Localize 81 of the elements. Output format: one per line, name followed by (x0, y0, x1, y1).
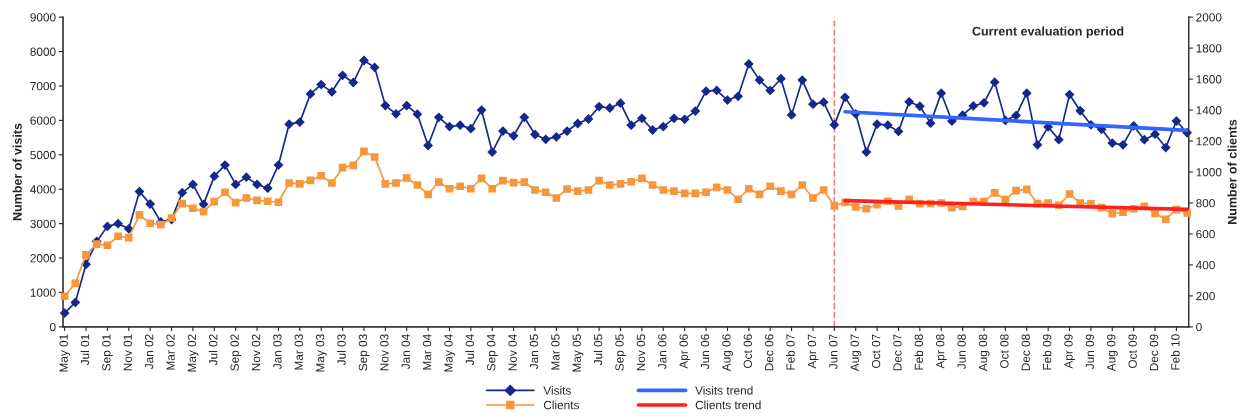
x-tick-label: Apr 08 (936, 334, 947, 369)
y-tick-label: 3000 (30, 219, 56, 229)
x-tick-label: Sep 03 (358, 334, 370, 371)
x-tick-label: Nov 03 (380, 334, 389, 371)
x-tick-label: May 05 (572, 334, 584, 372)
x-tick-label: Jun 08 (957, 334, 966, 370)
x-tick-label: Feb 07 (786, 334, 795, 370)
y2-tick-label: 0 (1196, 322, 1202, 332)
y2-tick-label: 1000 (1196, 168, 1222, 177)
y-tick-label: 5000 (30, 150, 56, 160)
y-tick-label: 7000 (30, 82, 56, 91)
x-tick-label: Aug 06 (722, 334, 733, 372)
x-tick-label: Nov 02 (251, 334, 261, 371)
y-tick-label: 9000 (30, 13, 56, 22)
x-tick-label: Apr 06 (679, 334, 691, 369)
x-tick-label: Jul 04 (465, 334, 475, 366)
x-tick-label: Dec 06 (765, 334, 774, 371)
x-tick-label: Mar 04 (422, 334, 432, 370)
x-tick-label: Jul 01 (80, 334, 90, 366)
x-tick-label: Dec 09 (1149, 334, 1159, 371)
x-tick-label: Sep 04 (487, 334, 498, 371)
y-tick-label: 1000 (30, 288, 56, 297)
x-tick-label: Sep 05 (615, 334, 627, 371)
x-tick-label: Sep 01 (102, 334, 113, 371)
y-tick-label: 8000 (30, 47, 56, 56)
x-tick-label: Dec 08 (1021, 334, 1030, 371)
x-tick-label: Jun 06 (700, 334, 710, 370)
x-tick-label: Sep 02 (230, 334, 242, 371)
x-tick-label: Nov 04 (508, 334, 517, 371)
y-axis-title: Number of visits (12, 123, 22, 221)
y2-tick-label: 1800 (1196, 44, 1222, 53)
y2-tick-label: 800 (1196, 199, 1215, 208)
y-tick-label: 0 (49, 322, 56, 332)
y2-tick-label: 1400 (1196, 106, 1222, 115)
x-tick-label: Aug 07 (850, 334, 862, 372)
legend-label: Visits (543, 386, 571, 395)
x-tick-label: Nov 05 (636, 334, 646, 371)
x-tick-label: Mar 03 (294, 334, 303, 370)
y2-tick-label: 600 (1196, 229, 1215, 239)
x-tick-label: Jan 06 (658, 334, 667, 370)
y2-tick-label: 400 (1195, 260, 1215, 270)
x-tick-label: Jul 05 (593, 334, 603, 366)
x-tick-label: Feb 10 (1170, 334, 1180, 370)
y2-axis-title: Number of clients (1227, 119, 1237, 224)
x-tick-label: Feb 08 (914, 334, 924, 370)
x-tick-label: Oct 07 (871, 334, 881, 369)
x-tick-label: Nov 01 (123, 334, 132, 371)
y-tick-label: 6000 (30, 116, 56, 125)
x-tick-label: Aug 09 (1107, 334, 1118, 372)
x-tick-label: May 03 (316, 334, 327, 372)
x-tick-label: Jul 02 (208, 334, 218, 366)
x-tick-label: May 04 (444, 334, 455, 372)
x-tick-label: Jan 05 (529, 334, 539, 370)
y2-tick-label: 200 (1196, 291, 1215, 301)
x-tick-label: Aug 08 (978, 334, 990, 372)
x-tick-label: Jun 07 (829, 334, 838, 370)
x-tick-label: Jul 03 (337, 334, 346, 366)
legend-label: Clients trend (695, 400, 761, 410)
x-tick-label: Jan 02 (144, 334, 154, 370)
x-tick-label: Dec 07 (893, 334, 902, 371)
x-tick-label: Oct 06 (743, 334, 752, 369)
x-tick-label: May 01 (59, 334, 71, 372)
x-tick-label: Jan 04 (401, 334, 410, 370)
y2-tick-label: 1600 (1196, 75, 1222, 84)
x-tick-label: Apr 09 (1064, 334, 1076, 369)
x-tick-label: Oct 09 (1128, 334, 1137, 369)
x-tick-label: May 02 (187, 334, 199, 372)
x-tick-label: Mar 02 (166, 334, 175, 370)
x-tick-label: Apr 07 (807, 334, 819, 369)
x-tick-label: Jan 03 (273, 334, 282, 370)
x-tick-label: Mar 05 (551, 334, 560, 370)
legend-label: Clients (543, 400, 579, 410)
legend-label: Visits trend (695, 386, 753, 395)
x-tick-label: Oct 08 (1000, 334, 1009, 369)
annotation: Current evaluation period (972, 26, 1124, 39)
x-tick-label: Feb 09 (1042, 334, 1052, 370)
y2-tick-label: 2000 (1196, 13, 1222, 22)
y2-tick-label: 1200 (1196, 137, 1222, 146)
y-tick-label: 2000 (30, 254, 56, 263)
y-tick-label: 4000 (30, 185, 56, 194)
x-tick-label: Jun 09 (1085, 334, 1095, 370)
